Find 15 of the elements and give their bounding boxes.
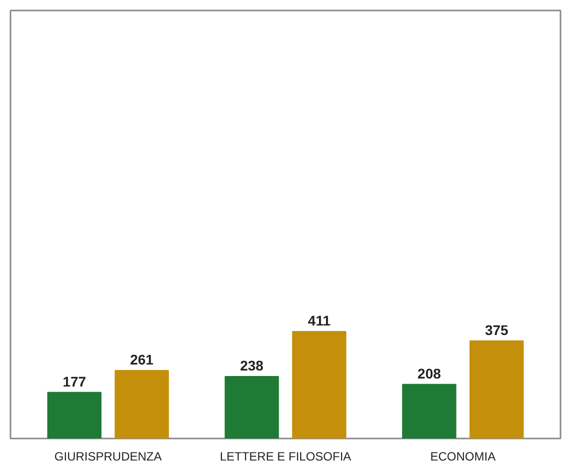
data-label: 238 — [240, 358, 264, 374]
bar — [292, 331, 346, 438]
x-tick-label: GIURISPRUDENZA — [54, 450, 162, 464]
bar — [402, 384, 456, 438]
bar — [224, 376, 279, 438]
x-tick-label: LETTERE E FILOSOFIA — [220, 450, 352, 464]
data-label: 261 — [130, 352, 154, 368]
bar — [114, 370, 169, 438]
x-tick-label: ECONOMIA — [430, 450, 496, 464]
data-label: 208 — [418, 365, 442, 382]
data-label: 411 — [308, 312, 331, 328]
bar — [47, 392, 102, 438]
bar — [470, 340, 524, 438]
data-label: 375 — [484, 322, 509, 338]
data-label: 177 — [62, 373, 86, 390]
